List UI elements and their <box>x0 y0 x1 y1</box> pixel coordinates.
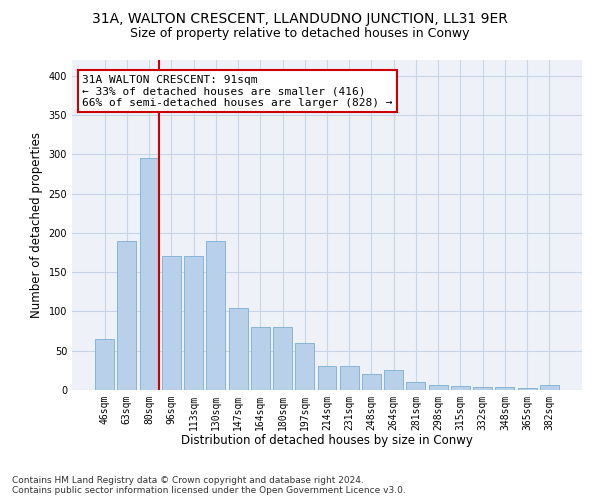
Bar <box>473 387 492 390</box>
Bar <box>518 388 536 390</box>
Bar <box>429 384 448 390</box>
Bar <box>95 339 114 390</box>
X-axis label: Distribution of detached houses by size in Conwy: Distribution of detached houses by size … <box>181 434 473 448</box>
Bar <box>273 327 292 390</box>
Text: 31A, WALTON CRESCENT, LLANDUDNO JUNCTION, LL31 9ER: 31A, WALTON CRESCENT, LLANDUDNO JUNCTION… <box>92 12 508 26</box>
Bar <box>384 370 403 390</box>
Bar <box>451 386 470 390</box>
Y-axis label: Number of detached properties: Number of detached properties <box>30 132 43 318</box>
Bar <box>118 240 136 390</box>
Bar <box>295 343 314 390</box>
Bar <box>206 240 225 390</box>
Text: 31A WALTON CRESCENT: 91sqm
← 33% of detached houses are smaller (416)
66% of sem: 31A WALTON CRESCENT: 91sqm ← 33% of deta… <box>82 75 392 108</box>
Bar <box>184 256 203 390</box>
Bar <box>229 308 248 390</box>
Text: Size of property relative to detached houses in Conwy: Size of property relative to detached ho… <box>130 28 470 40</box>
Bar <box>496 387 514 390</box>
Bar <box>362 374 381 390</box>
Bar <box>317 366 337 390</box>
Bar <box>251 327 270 390</box>
Bar <box>540 384 559 390</box>
Bar <box>162 256 181 390</box>
Text: Contains HM Land Registry data © Crown copyright and database right 2024.
Contai: Contains HM Land Registry data © Crown c… <box>12 476 406 495</box>
Bar <box>140 158 158 390</box>
Bar <box>340 366 359 390</box>
Bar <box>406 382 425 390</box>
